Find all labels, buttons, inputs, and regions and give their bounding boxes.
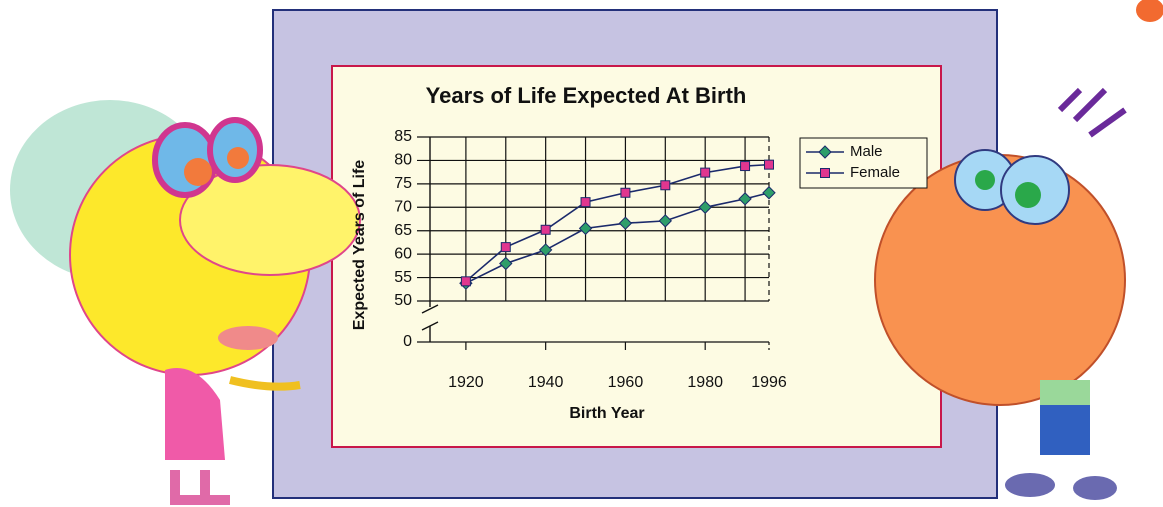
- y-tick-label: 60: [394, 245, 412, 262]
- point: [501, 243, 510, 252]
- x-tick-label: 1996: [751, 374, 787, 391]
- y-tick-label: 80: [394, 152, 412, 169]
- x-axis-label: Birth Year: [569, 405, 644, 422]
- point: [621, 188, 630, 197]
- x-tick-label: 1960: [608, 374, 644, 391]
- chart-title: Years of Life Expected At Birth: [426, 83, 747, 108]
- point: [661, 181, 670, 190]
- x-tick-label: 1980: [687, 374, 723, 391]
- scene: Years of Life Expected At Birth Birth Ye…: [0, 0, 1163, 507]
- point: [541, 225, 550, 234]
- legend-label: Female: [850, 164, 900, 181]
- y-tick-label: 85: [394, 128, 412, 145]
- point: [461, 277, 470, 286]
- y-tick-label: 65: [394, 222, 412, 239]
- x-tick-label: 1940: [528, 374, 564, 391]
- y-tick-label: 55: [394, 269, 412, 286]
- y-tick-label: 70: [394, 199, 412, 216]
- y-tick-label: 75: [394, 175, 412, 192]
- point: [701, 168, 710, 177]
- x-tick-label: 1920: [448, 374, 484, 391]
- point: [765, 160, 774, 169]
- y-axis-label: Expected Years of Life: [351, 160, 368, 331]
- legend-marker: [821, 169, 830, 178]
- point: [741, 162, 750, 171]
- y-tick-label: 50: [394, 292, 412, 309]
- y-tick-label: 0: [403, 333, 412, 350]
- point: [581, 198, 590, 207]
- legend-label: Male: [850, 143, 883, 160]
